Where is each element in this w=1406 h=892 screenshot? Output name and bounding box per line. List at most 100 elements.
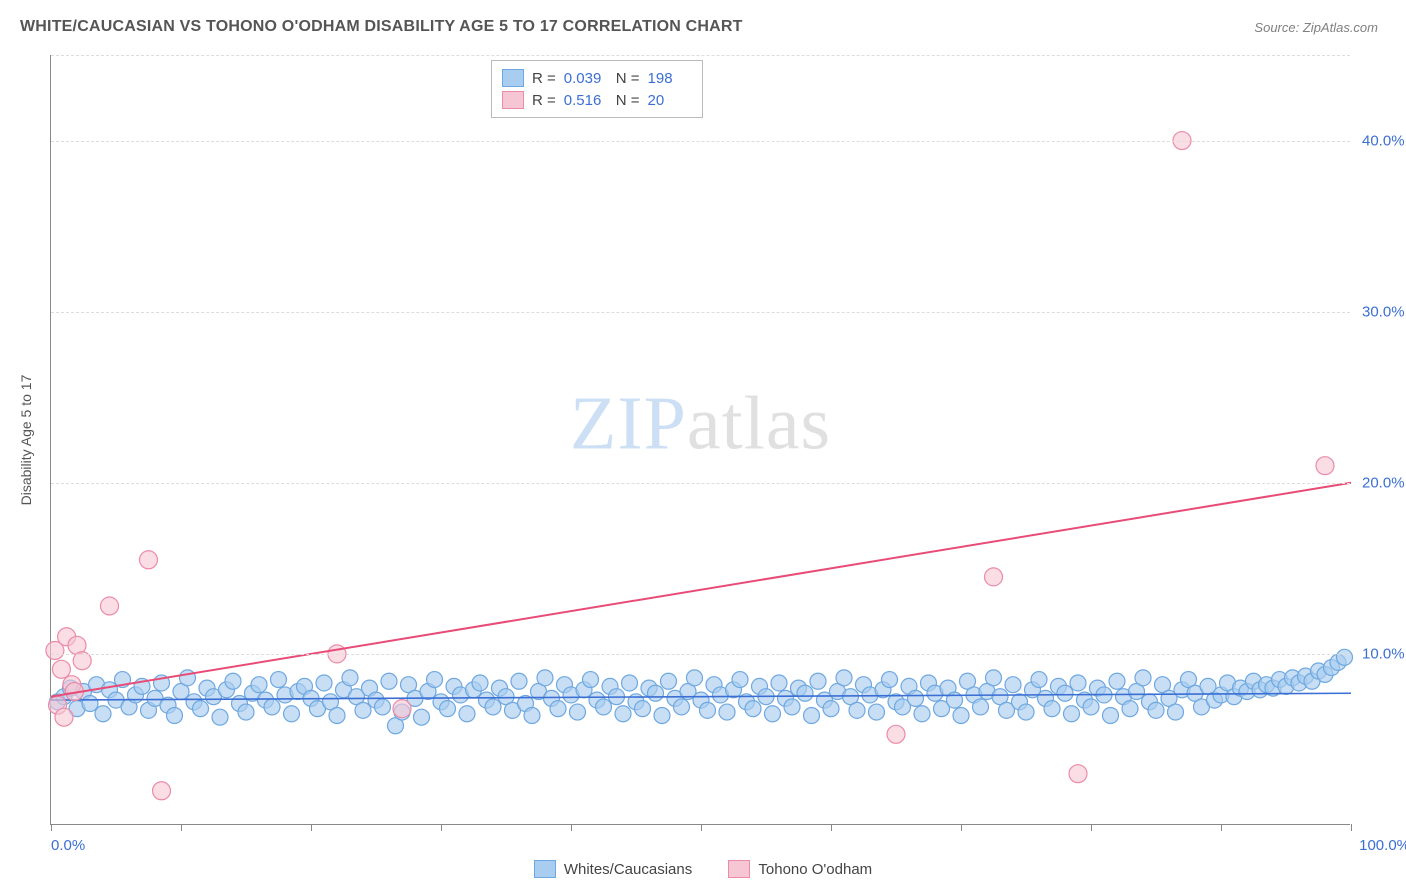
data-point [973, 699, 989, 715]
data-point [414, 709, 430, 725]
data-point [284, 706, 300, 722]
x-tick-label: 0.0% [51, 837, 85, 854]
data-point [882, 672, 898, 688]
data-point [804, 707, 820, 723]
x-tick [571, 824, 572, 831]
data-point [687, 670, 703, 686]
data-point [908, 690, 924, 706]
data-point [836, 670, 852, 686]
data-point [524, 707, 540, 723]
data-point [82, 696, 98, 712]
data-point [193, 701, 209, 717]
data-point [719, 704, 735, 720]
series-label: Tohono O'odham [758, 861, 872, 878]
data-point [52, 660, 70, 678]
x-tick [311, 824, 312, 831]
data-point [661, 673, 677, 689]
data-point [1064, 706, 1080, 722]
data-point [485, 699, 501, 715]
data-point [784, 699, 800, 715]
data-point [986, 670, 1002, 686]
data-point [1316, 457, 1334, 475]
data-point [427, 672, 443, 688]
gridline-h [51, 312, 1350, 313]
data-point [771, 675, 787, 691]
data-point [700, 702, 716, 718]
data-point [615, 706, 631, 722]
gridline-h [51, 654, 1350, 655]
data-point [329, 707, 345, 723]
data-point [238, 704, 254, 720]
swatch-pink [728, 860, 750, 878]
data-point [537, 670, 553, 686]
data-point [1122, 701, 1138, 717]
data-point [810, 673, 826, 689]
data-point [1005, 677, 1021, 693]
data-point [823, 701, 839, 717]
y-tick-label: 20.0% [1362, 474, 1406, 491]
data-point [914, 706, 930, 722]
plot-area: ZIPatlas R = 0.039 N = 198 R = 0.516 N =… [50, 55, 1350, 825]
data-point [225, 673, 241, 689]
data-point [472, 675, 488, 691]
data-point [180, 670, 196, 686]
data-point [140, 551, 158, 569]
data-point [797, 685, 813, 701]
gridline-h [51, 483, 1350, 484]
gridline-h [51, 55, 1350, 56]
data-point [765, 706, 781, 722]
data-point [732, 672, 748, 688]
data-point [375, 699, 391, 715]
data-point [985, 568, 1003, 586]
data-point [1070, 675, 1086, 691]
data-point [622, 675, 638, 691]
data-point [212, 709, 228, 725]
x-tick [831, 824, 832, 831]
data-point [1057, 685, 1073, 701]
data-point [55, 708, 73, 726]
chart-title: WHITE/CAUCASIAN VS TOHONO O'ODHAM DISABI… [20, 18, 743, 36]
data-point [849, 702, 865, 718]
data-point [167, 707, 183, 723]
data-point [153, 782, 171, 800]
data-point [654, 707, 670, 723]
y-axis-label: Disability Age 5 to 17 [18, 375, 34, 506]
source-label: Source: [1254, 20, 1299, 35]
data-point [1018, 704, 1034, 720]
data-point [381, 673, 397, 689]
x-tick [701, 824, 702, 831]
data-point [393, 700, 411, 718]
data-point [570, 704, 586, 720]
series-legend-item: Whites/Caucasians [534, 860, 692, 878]
data-point [355, 702, 371, 718]
data-point [264, 699, 280, 715]
series-label: Whites/Caucasians [564, 861, 692, 878]
source-value: ZipAtlas.com [1303, 20, 1378, 35]
data-point [674, 699, 690, 715]
plot-svg [51, 55, 1351, 825]
x-tick-label: 100.0% [1359, 837, 1406, 854]
data-point [635, 701, 651, 717]
data-point [1337, 649, 1353, 665]
data-point [101, 597, 119, 615]
trend-line [51, 483, 1351, 697]
data-point [440, 701, 456, 717]
data-point [1031, 672, 1047, 688]
x-tick [1091, 824, 1092, 831]
series-legend-item: Tohono O'odham [728, 860, 872, 878]
y-tick-label: 30.0% [1362, 303, 1406, 320]
data-point [596, 699, 612, 715]
data-point [953, 707, 969, 723]
data-point [1069, 765, 1087, 783]
data-point [342, 670, 358, 686]
y-tick-label: 10.0% [1362, 645, 1406, 662]
data-point [550, 701, 566, 717]
x-tick [181, 824, 182, 831]
series-legend: Whites/Caucasians Tohono O'odham [0, 860, 1406, 882]
data-point [95, 706, 111, 722]
data-point [745, 701, 761, 717]
y-tick-label: 40.0% [1362, 132, 1406, 149]
data-point [1109, 673, 1125, 689]
x-tick [961, 824, 962, 831]
data-point [459, 706, 475, 722]
